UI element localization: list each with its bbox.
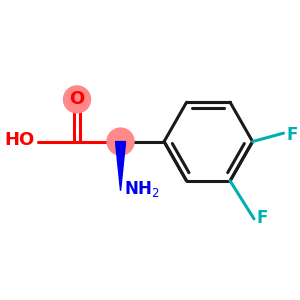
Text: F: F (257, 209, 268, 227)
Text: NH$_2$: NH$_2$ (124, 179, 160, 199)
Text: F: F (287, 126, 298, 144)
Circle shape (64, 86, 91, 113)
Text: O: O (69, 90, 85, 108)
Circle shape (107, 128, 134, 155)
Polygon shape (116, 142, 126, 191)
Text: HO: HO (4, 131, 35, 149)
